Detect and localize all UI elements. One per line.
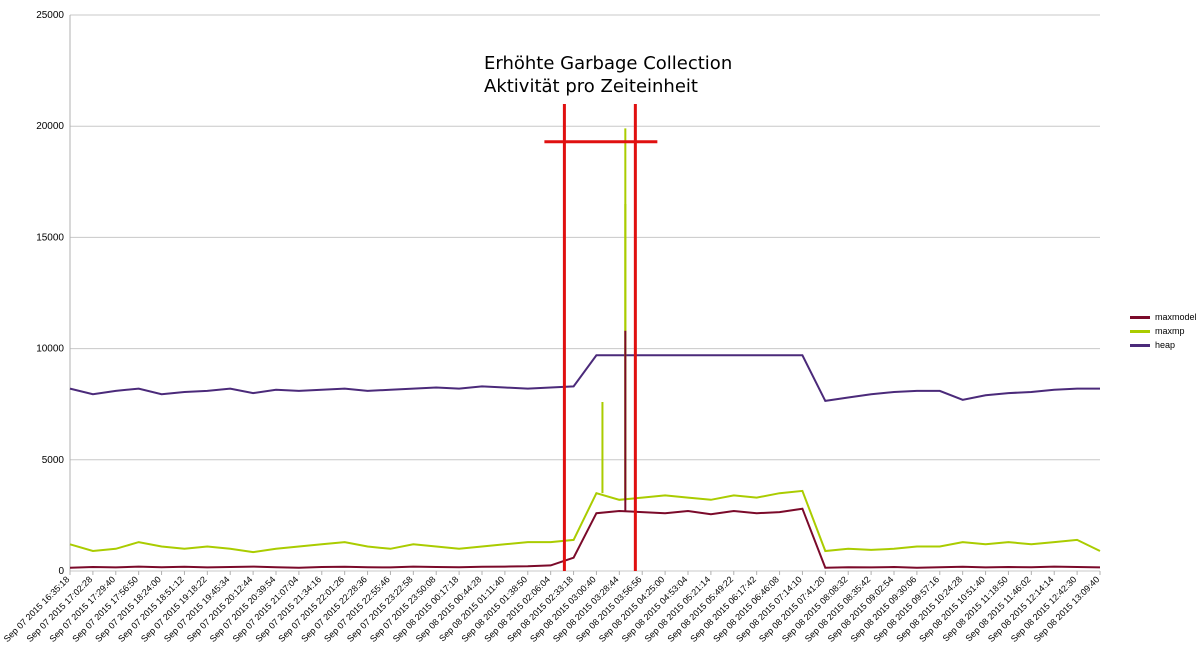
legend-swatch-maxmodel [1130,315,1150,319]
y-tick-label: 25000 [36,10,64,21]
annotation-text: Erhöhte Garbage Collection Aktivität pro… [484,52,732,98]
legend-swatch-heap [1130,343,1150,347]
legend-swatch-maxmp [1130,329,1150,333]
y-tick-label: 20000 [36,121,64,132]
gridlines [69,14,1100,572]
legend-label-heap: heap [1155,340,1176,350]
series-line-maxmp [69,489,1101,554]
y-tick-label: 5000 [42,455,65,466]
series-line-heap [69,354,1100,402]
annotation-markers [544,103,658,571]
series-line-maxmodel [69,507,1101,569]
y-tick-label: 15000 [36,232,64,243]
y-tick-label: 10000 [36,344,64,355]
legend-label-maxmodel: maxmodel [1155,312,1197,322]
legend: maxmodel maxmp heap [1130,310,1197,352]
annotation-line-1: Erhöhte Garbage Collection [484,53,733,74]
legend-item-maxmp: maxmp [1130,324,1197,338]
legend-item-maxmodel: maxmodel [1130,310,1197,324]
legend-item-heap: heap [1130,338,1197,352]
y-tick-label: 0 [58,566,64,577]
legend-label-maxmp: maxmp [1155,326,1185,336]
annotation-line-2: Aktivität pro Zeiteinheit [484,76,698,97]
y-axis-ticks: 0 5000 10000 15000 20000 25000 [36,10,64,577]
series-lines [69,128,1101,569]
